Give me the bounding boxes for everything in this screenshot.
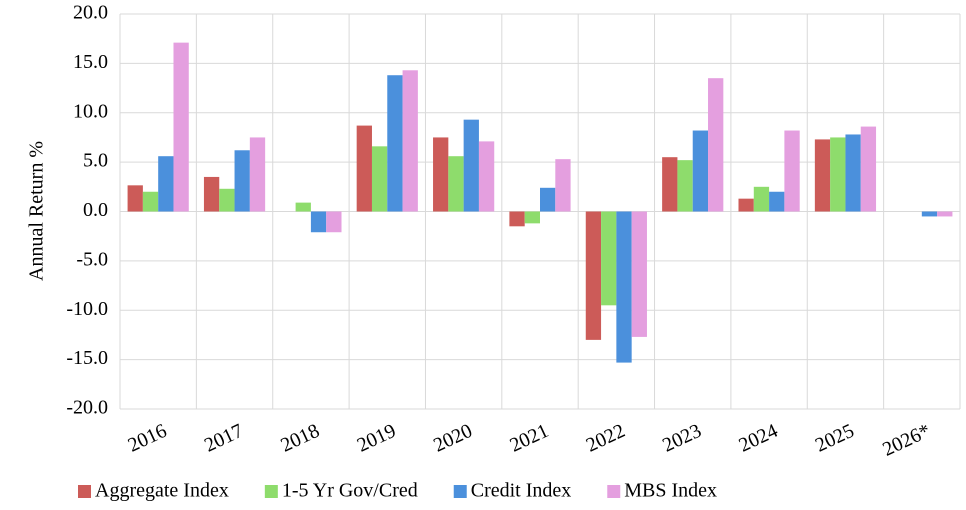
- x-tick-label: 2023: [659, 420, 705, 457]
- bar: [478, 141, 495, 212]
- bar: [540, 187, 556, 212]
- x-tick-label: 2019: [354, 420, 400, 457]
- bar: [921, 211, 938, 217]
- bar: [845, 134, 861, 212]
- x-tick-label: 2026*: [879, 420, 934, 461]
- legend-swatch: [607, 485, 621, 498]
- x-tick-label: 2022: [583, 420, 629, 457]
- bar: [173, 42, 189, 212]
- bar: [814, 139, 831, 212]
- bar: [509, 211, 525, 227]
- y-tick-label: -15.0: [66, 347, 108, 369]
- x-tick-label: 2016: [125, 420, 171, 457]
- y-tick-label: 15.0: [73, 51, 108, 73]
- y-tick-label: 10.0: [73, 100, 108, 122]
- bar: [203, 176, 220, 212]
- y-tick-label: 0.0: [83, 199, 108, 221]
- y-tick-label: 20.0: [73, 2, 108, 24]
- y-tick-label: -10.0: [66, 298, 108, 320]
- x-tick-label: 2017: [201, 420, 247, 457]
- bar: [585, 211, 602, 340]
- bar: [616, 211, 632, 363]
- bar: [142, 191, 159, 212]
- bar: [463, 119, 479, 212]
- bar: [769, 191, 785, 212]
- bar: [937, 211, 953, 217]
- x-tick-label: 2024: [736, 420, 782, 457]
- bar: [631, 211, 647, 337]
- bar: [830, 137, 846, 212]
- legend-label: 1-5 Yr Gov/Cred: [282, 480, 418, 502]
- bar: [677, 160, 693, 212]
- y-tick-label: -5.0: [76, 248, 108, 270]
- bar: [310, 211, 327, 233]
- bar: [402, 70, 418, 212]
- x-tick-label: 2021: [507, 420, 553, 457]
- bar: [860, 126, 877, 212]
- bar: [295, 202, 311, 212]
- bar: [738, 198, 754, 212]
- bar: [448, 156, 464, 212]
- bar: [692, 130, 709, 212]
- bar: [127, 185, 143, 212]
- x-tick-label: 2025: [812, 420, 858, 457]
- bar: [158, 156, 174, 212]
- bar: [524, 211, 540, 224]
- x-tick-label: 2020: [430, 420, 476, 457]
- bar: [234, 150, 250, 212]
- bar: [662, 157, 678, 212]
- bar: [387, 75, 403, 212]
- legend-swatch: [264, 485, 278, 498]
- y-axis-label: Annual Return %: [26, 141, 48, 281]
- legend-label: Credit Index: [471, 480, 572, 502]
- bar: [753, 186, 770, 212]
- bar: [219, 188, 235, 212]
- legend-label: MBS Index: [624, 480, 717, 502]
- bar: [708, 78, 724, 212]
- bar: [326, 211, 342, 233]
- bar: [433, 137, 449, 212]
- bar: [555, 159, 571, 212]
- x-tick-label: 2018: [277, 420, 323, 457]
- legend-label: Aggregate Index: [95, 480, 229, 502]
- legend-swatch: [453, 485, 467, 498]
- y-tick-label: 5.0: [83, 150, 108, 172]
- bar: [784, 130, 800, 212]
- bar: [601, 211, 617, 306]
- bar: [249, 137, 266, 212]
- bar: [371, 146, 388, 212]
- legend-swatch: [78, 485, 91, 498]
- bar: [356, 125, 372, 212]
- y-tick-label: -20.0: [66, 397, 108, 419]
